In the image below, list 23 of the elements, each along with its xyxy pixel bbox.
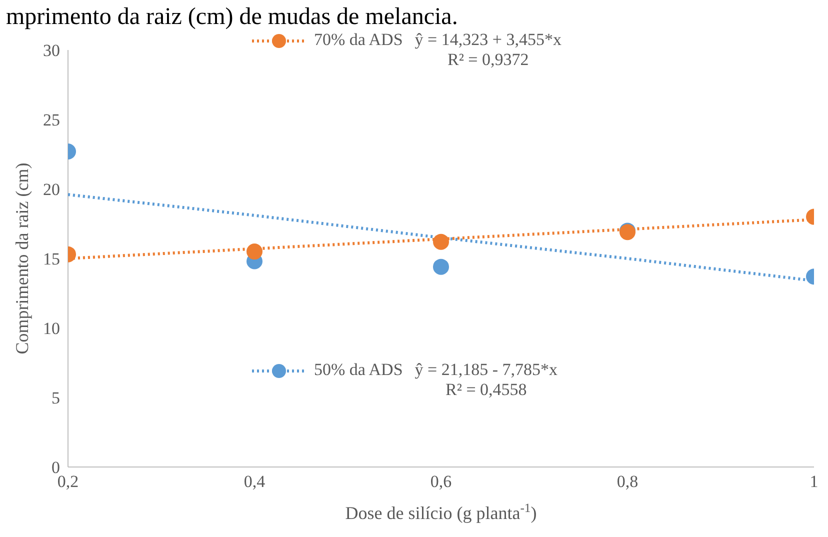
point (433, 234, 449, 250)
x-tick-label: 1 (810, 472, 818, 492)
legend-label: 70% da ADS (314, 30, 403, 50)
chart-title: mprimento da raiz (cm) de mudas de melancia. (6, 4, 458, 30)
legend-label: 50% da ADS (314, 360, 403, 380)
x-tick-label: 0,2 (57, 472, 79, 492)
annotation: R² = 0,9372 (446, 50, 530, 70)
y-tick-label: 20 (43, 180, 60, 200)
y-axis-title: Comprimento da raiz (cm) (12, 162, 32, 354)
x-tick-label: 0,8 (616, 472, 638, 492)
y-tick-label: 5 (52, 388, 60, 408)
y-tick-label: 25 (43, 110, 60, 130)
annotation: R² = 0,4558 (444, 380, 528, 400)
annotation: ŷ = 21,185 - 7,785*x (414, 360, 558, 380)
x-axis-title: Dose de silício (g planta$^{-1}$) (345, 501, 537, 523)
y-tick-label: 30 (43, 41, 60, 60)
x-tick-label: 0,4 (244, 472, 266, 492)
y-tick-label: 15 (43, 250, 60, 269)
point (433, 258, 449, 275)
y-tick-label: 10 (43, 319, 60, 338)
text: ŷ = 14,323 + 3,455*x (414, 30, 562, 50)
y-tick-label: 0 (52, 458, 60, 478)
x-tick-label: 0,6 (430, 472, 452, 492)
